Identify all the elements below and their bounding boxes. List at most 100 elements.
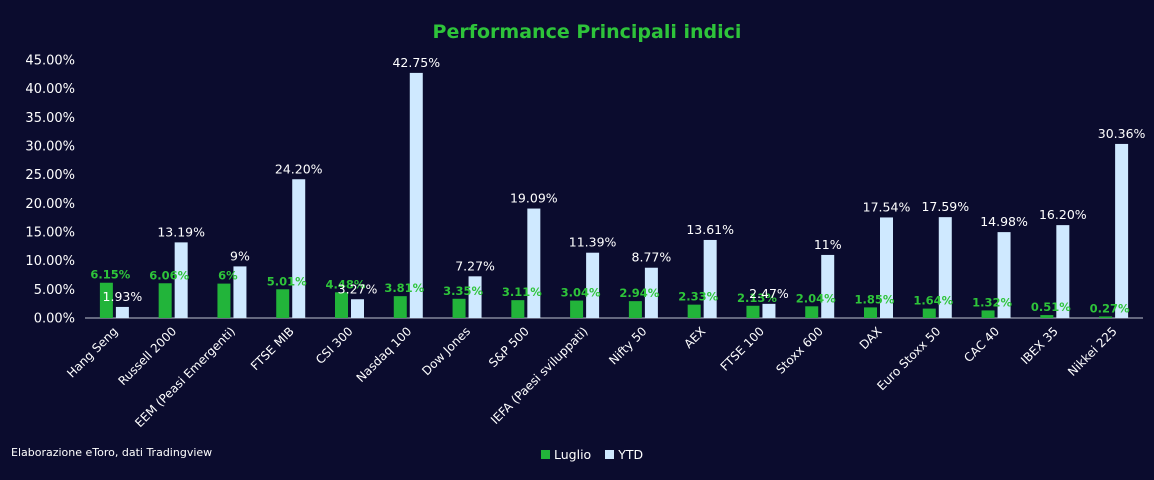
bar-luglio: [217, 283, 231, 318]
bar-ytd: [174, 242, 188, 318]
bar-luglio: [1099, 316, 1113, 318]
bar-luglio: [158, 283, 172, 318]
data-label-ytd: 13.61%: [686, 222, 734, 237]
bar-luglio: [276, 289, 290, 318]
data-label-luglio: 1.64%: [913, 294, 953, 308]
y-tick-label: 5.00%: [34, 283, 75, 298]
data-label-luglio: 1.32%: [972, 295, 1012, 309]
y-tick-label: 40.00%: [25, 82, 75, 97]
y-tick-label: 45.00%: [25, 54, 75, 69]
bar-luglio: [511, 300, 525, 318]
data-label-ytd: 13.19%: [157, 224, 205, 239]
data-label-ytd: 42.75%: [392, 55, 440, 70]
data-label-luglio: 4.48%: [326, 277, 366, 291]
data-label-ytd: 11.39%: [569, 235, 617, 250]
bar-luglio: [805, 306, 819, 318]
chart-title: Performance Principali indici: [433, 21, 742, 43]
x-tick-label: IBEX 35: [1018, 324, 1061, 367]
bar-ytd: [880, 217, 893, 318]
data-label-ytd: 17.59%: [921, 199, 969, 214]
bar-ytd: [703, 239, 717, 318]
data-label-ytd: 9%: [230, 248, 250, 263]
legend-label-ytd: YTD: [618, 447, 644, 462]
data-label-luglio: 0.51%: [1031, 300, 1071, 314]
x-tick-label: AEX: [681, 324, 708, 351]
bar-ytd: [997, 232, 1011, 318]
bar-ytd: [762, 303, 776, 318]
data-label-ytd: 7.27%: [455, 258, 495, 273]
data-label-luglio: 2.94%: [619, 286, 659, 300]
bar-luglio: [570, 300, 584, 318]
data-label-ytd: 24.20%: [275, 161, 323, 176]
y-tick-label: 30.00%: [25, 140, 75, 155]
bar-ytd: [644, 267, 658, 318]
bar-luglio: [981, 310, 995, 318]
bar-luglio: [393, 296, 407, 318]
x-tick-label: Dow Jones: [419, 324, 473, 378]
x-tick-label: Nasdaq 100: [354, 324, 415, 385]
y-tick-label: 20.00%: [25, 197, 75, 212]
data-label-luglio: 5.01%: [267, 274, 307, 288]
bar-luglio: [628, 301, 642, 318]
bar-luglio: [452, 298, 466, 318]
data-label-ytd: 30.36%: [1098, 126, 1146, 141]
bar-luglio: [922, 308, 936, 318]
y-tick-label: 25.00%: [25, 168, 75, 183]
legend-label-luglio: Luglio: [554, 447, 592, 462]
bar-ytd: [233, 266, 247, 318]
legend-swatch-luglio: [541, 450, 550, 459]
y-tick-label: 15.00%: [25, 226, 75, 241]
x-tick-label: FTSE MIB: [248, 324, 297, 373]
data-label-ytd: 8.77%: [632, 250, 672, 265]
data-label-ytd: 17.54%: [863, 199, 911, 214]
bar-luglio: [746, 305, 760, 318]
x-tick-label: S&P 500: [486, 324, 532, 370]
x-tick-label: Stoxx 600: [773, 324, 825, 376]
data-label-luglio: 3.81%: [384, 281, 424, 295]
bar-ytd: [821, 254, 835, 318]
bar-ytd: [115, 306, 129, 318]
data-label-luglio: 2.13%: [737, 291, 777, 305]
x-tick-label: EEM (Peasi Emergenti): [132, 324, 238, 430]
bar-ytd: [1056, 225, 1070, 318]
chart-legend: Luglio YTD: [541, 447, 651, 462]
data-label-ytd: 3.27%: [338, 281, 378, 296]
data-label-luglio: 0.27%: [1090, 301, 1130, 315]
legend-swatch-ytd: [605, 450, 615, 459]
data-label-ytd: 1.93%: [103, 289, 143, 304]
bar-ytd: [468, 276, 482, 318]
source-note: Elaborazione eToro, dati Tradingview: [11, 446, 213, 459]
data-label-ytd: 14.98%: [980, 214, 1028, 229]
x-tick-label: Euro Stoxx 50: [874, 324, 943, 393]
data-label-luglio: 3.35%: [443, 284, 483, 298]
data-label-luglio: 3.04%: [561, 286, 601, 300]
x-tick-label: Nikkei 225: [1065, 324, 1120, 379]
bar-ytd: [292, 179, 306, 318]
bar-luglio: [335, 292, 348, 318]
data-label-luglio: 6%: [218, 269, 238, 283]
bar-ytd: [351, 299, 364, 318]
x-tick-label: IEFA (Paesi sviluppati): [488, 324, 591, 427]
x-tick-label: FTSE 100: [718, 324, 767, 373]
bar-ytd: [938, 217, 952, 318]
data-label-luglio: 3.11%: [502, 285, 542, 299]
data-label-luglio: 2.33%: [678, 290, 718, 304]
data-label-luglio: 2.04%: [796, 291, 836, 305]
bar-ytd: [1115, 143, 1129, 318]
bar-luglio: [1040, 315, 1054, 318]
x-tick-label: DAX: [857, 324, 885, 352]
bar-luglio: [99, 282, 113, 318]
bar-ytd: [409, 72, 423, 319]
data-label-luglio: 1.85%: [855, 292, 895, 306]
legend-item-ytd: YTD: [605, 447, 643, 462]
y-tick-label: 35.00%: [25, 111, 75, 126]
x-tick-label: Nifty 50: [606, 324, 649, 367]
data-label-ytd: 11%: [814, 237, 842, 252]
data-label-ytd: 2.47%: [749, 286, 789, 301]
bar-luglio: [687, 304, 701, 318]
data-label-ytd: 16.20%: [1039, 207, 1087, 222]
legend-item-luglio: Luglio: [541, 447, 591, 462]
bar-ytd: [527, 208, 541, 318]
data-label-luglio: 6.15%: [90, 268, 130, 282]
